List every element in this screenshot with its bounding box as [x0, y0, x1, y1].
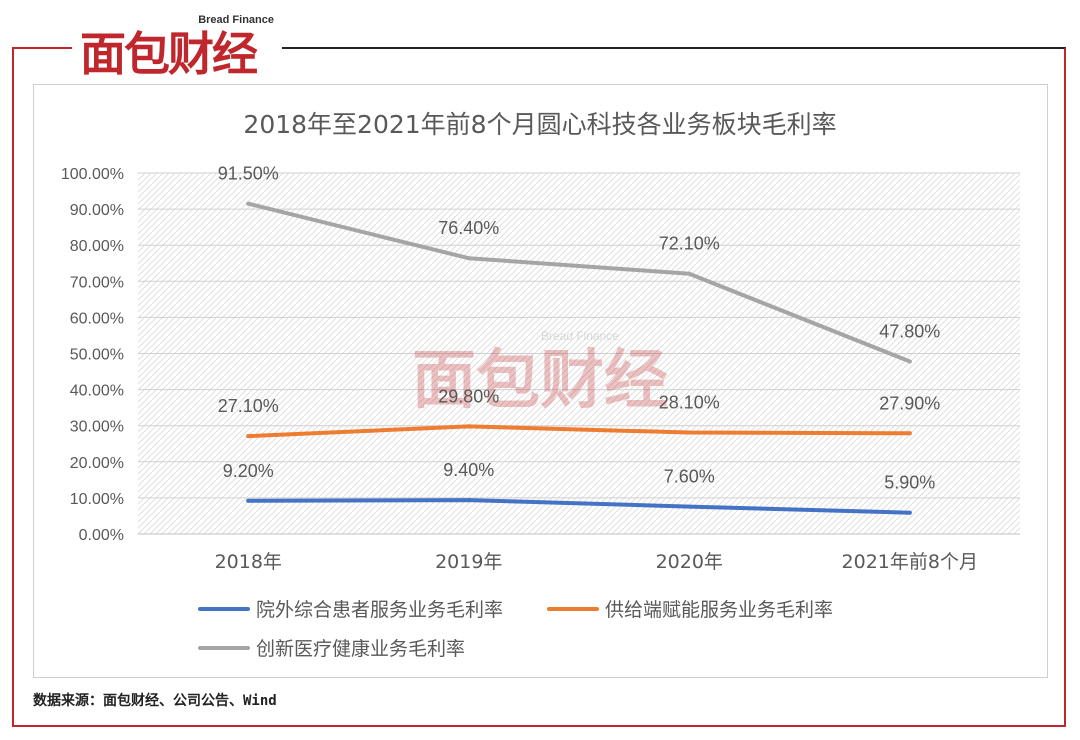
- outer-frame: [12, 47, 1066, 727]
- series-line-1: [246, 498, 912, 515]
- legend-label: 院外综合患者服务业务毛利率: [256, 599, 503, 621]
- data-point: [246, 434, 251, 439]
- data-point: [907, 431, 912, 436]
- y-tick-label: 90.00%: [70, 202, 124, 219]
- data-point: [466, 256, 471, 261]
- data-label: 9.20%: [223, 461, 274, 481]
- y-tick-label: 50.00%: [70, 347, 124, 364]
- y-tick-label: 60.00%: [70, 310, 124, 327]
- data-point: [687, 271, 692, 276]
- watermark-brand: 面包财经: [412, 344, 668, 418]
- data-label: 7.60%: [664, 467, 715, 487]
- data-label: 28.10%: [659, 393, 720, 413]
- y-tick-label: 0.00%: [79, 527, 124, 544]
- data-point: [246, 201, 251, 206]
- y-tick-label: 40.00%: [70, 383, 124, 400]
- y-tick-label: 20.00%: [70, 455, 124, 472]
- legend-label: 供给端赋能服务业务毛利率: [605, 599, 833, 621]
- data-point: [687, 430, 692, 435]
- data-label: 76.40%: [438, 218, 499, 238]
- series-line-2: [246, 424, 912, 439]
- data-label: 27.10%: [218, 396, 279, 416]
- data-point: [907, 359, 912, 364]
- data-label: 5.90%: [884, 473, 935, 493]
- data-label: 72.10%: [659, 234, 720, 254]
- data-point: [246, 498, 251, 503]
- chart-title: 2018年至2021年前8个月圆心科技各业务板块毛利率: [243, 110, 836, 139]
- x-tick-label: 2018年: [215, 551, 282, 573]
- source-note: 数据来源：面包财经、公司公告、Wind: [33, 693, 277, 709]
- frame-accent: [12, 47, 72, 49]
- data-label: 27.90%: [879, 393, 940, 413]
- x-tick-label: 2019年: [435, 551, 502, 573]
- series-line-3: [246, 201, 912, 364]
- data-label: 29.80%: [438, 386, 499, 406]
- brand-logo: Bread Finance 面包财经: [72, 10, 282, 80]
- y-tick-label: 70.00%: [70, 274, 124, 291]
- data-label: 9.40%: [443, 460, 494, 480]
- x-tick-label: 2021年前8个月: [842, 551, 978, 573]
- logo-tagline: Bread Finance: [198, 14, 274, 26]
- y-tick-label: 100.00%: [61, 166, 124, 183]
- data-point: [466, 498, 471, 503]
- y-tick-label: 80.00%: [70, 238, 124, 255]
- y-tick-label: 10.00%: [70, 491, 124, 508]
- logo-brand: 面包财经: [80, 27, 258, 81]
- x-tick-label: 2020年: [656, 551, 723, 573]
- legend-label: 创新医疗健康业务毛利率: [256, 638, 465, 660]
- y-tick-label: 30.00%: [70, 419, 124, 436]
- data-point: [907, 510, 912, 515]
- watermark-tagline: Bread Finance: [541, 329, 619, 343]
- data-point: [466, 424, 471, 429]
- data-label: 47.80%: [879, 321, 940, 341]
- data-point: [687, 504, 692, 509]
- data-label: 91.50%: [218, 164, 279, 184]
